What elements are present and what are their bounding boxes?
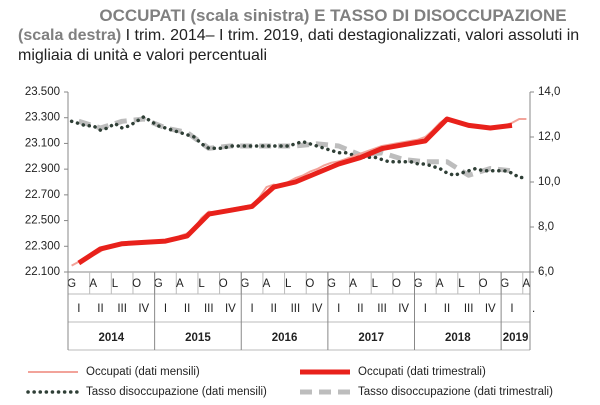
year-label: 2017: [358, 332, 384, 344]
y-tick-label: 22.900: [25, 163, 60, 175]
quarter-label: I: [77, 303, 80, 315]
x-tick-label: O: [392, 278, 401, 290]
x-tick-label: G: [154, 278, 163, 290]
y-tick-label: 22.300: [25, 240, 60, 252]
legend-label: Tasso disoccupazione (dati trimestrali): [358, 386, 553, 398]
year-label: 2015: [185, 332, 211, 344]
year-label: 2016: [272, 332, 298, 344]
x-tick-label: O: [132, 278, 141, 290]
quarter-label: III: [117, 303, 127, 315]
quarter-label: IV: [312, 303, 323, 315]
year-label: 2018: [445, 332, 471, 344]
legend-label: Tasso disoccupazione (dati mensili): [86, 386, 267, 398]
quarter-label: I: [250, 303, 253, 315]
quarter-label: IV: [225, 303, 236, 315]
y-tick-label: 22.500: [25, 215, 60, 227]
y2-tick-label: 14,0: [538, 86, 560, 98]
y2-tick-label: 12,0: [538, 131, 560, 143]
x-tick-label: A: [523, 278, 531, 290]
quarter-label: III: [204, 303, 214, 315]
x-tick-label: O: [219, 278, 228, 290]
quarter-label: I: [164, 303, 167, 315]
quarter-label: II: [271, 303, 277, 315]
quarter-label: III: [291, 303, 301, 315]
y-tick-label: 23.100: [25, 137, 60, 149]
x-tick-label: G: [240, 278, 249, 290]
quarter-label: IV: [485, 303, 496, 315]
x-tick-label: A: [89, 278, 97, 290]
x-tick-label: L: [372, 278, 379, 290]
x-tick-label: A: [349, 278, 357, 290]
x-tick-label: G: [327, 278, 336, 290]
quarter-label: I: [337, 303, 340, 315]
quarter-label: I: [424, 303, 427, 315]
x-tick-label: O: [305, 278, 314, 290]
x-tick-label: G: [414, 278, 423, 290]
y-tick-label: 23.500: [25, 86, 60, 98]
quarter-label: III: [377, 303, 387, 315]
x-tick-label: L: [112, 278, 119, 290]
quarter-label: III: [464, 303, 474, 315]
quarter-label: IV: [138, 303, 149, 315]
x-tick-label: L: [285, 278, 292, 290]
x-tick-label: G: [500, 278, 509, 290]
chart-title: OCCUPATI (scala sinistra) E TASSO DI DIS…: [99, 6, 567, 25]
quarter-label: I: [510, 303, 513, 315]
y2-tick-label: 8,0: [538, 221, 554, 233]
x-tick-label: G: [67, 278, 76, 290]
quarter-label: II: [97, 303, 103, 315]
y-tick-label: 22.700: [25, 189, 60, 201]
series-line: [78, 116, 513, 178]
y2-tick-label: 10,0: [538, 176, 560, 188]
quarter-label: II: [184, 303, 190, 315]
subtitle: I trim. 2014– I trim. 2019, dati destagi…: [18, 27, 580, 64]
y-tick-label: 23.300: [25, 112, 60, 124]
y-tick-label: 22.100: [25, 266, 60, 278]
series-line: [77, 116, 513, 266]
subtitle-bold: (scala destra): [18, 27, 122, 44]
header: OCCUPATI (scala sinistra) E TASSO DI DIS…: [18, 6, 588, 66]
x-tick-label: A: [263, 278, 271, 290]
x-tick-label: A: [436, 278, 444, 290]
x-tick-label: L: [458, 278, 465, 290]
quarter-label: .: [532, 303, 535, 315]
year-label: 2019: [503, 332, 529, 344]
quarter-label: II: [357, 303, 363, 315]
x-tick-label: A: [176, 278, 184, 290]
quarter-label: II: [444, 303, 450, 315]
series-line: [69, 115, 529, 180]
legend-label: Occupati (dati mensili): [86, 366, 200, 378]
x-tick-label: L: [198, 278, 205, 290]
y2-tick-label: 6,0: [538, 266, 554, 278]
legend-label: Occupati (dati trimestrali): [358, 366, 486, 378]
year-label: 2014: [99, 332, 125, 344]
quarter-label: IV: [398, 303, 409, 315]
x-tick-label: O: [479, 278, 488, 290]
